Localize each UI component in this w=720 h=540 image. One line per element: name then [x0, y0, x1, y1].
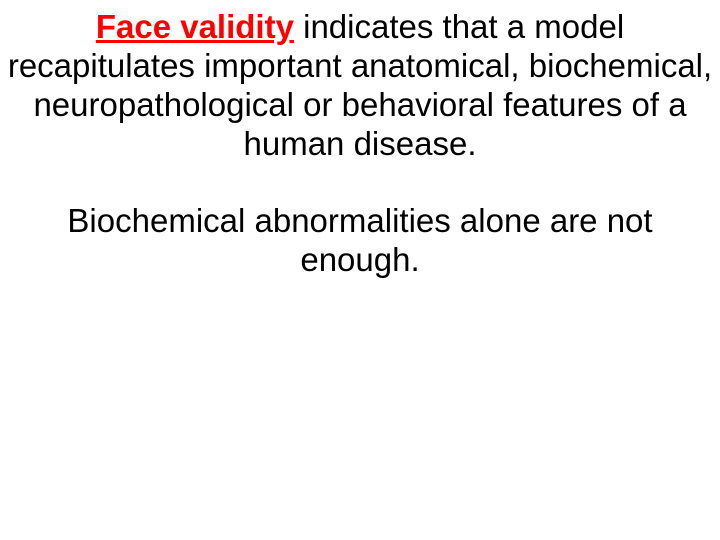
paragraph-1: Face validity indicates that a model rec…	[0, 8, 720, 164]
paragraph-2: Biochemical abnormalities alone are not …	[0, 202, 720, 280]
face-validity-term: Face validity	[96, 8, 294, 45]
slide-content: Face validity indicates that a model rec…	[0, 8, 720, 280]
